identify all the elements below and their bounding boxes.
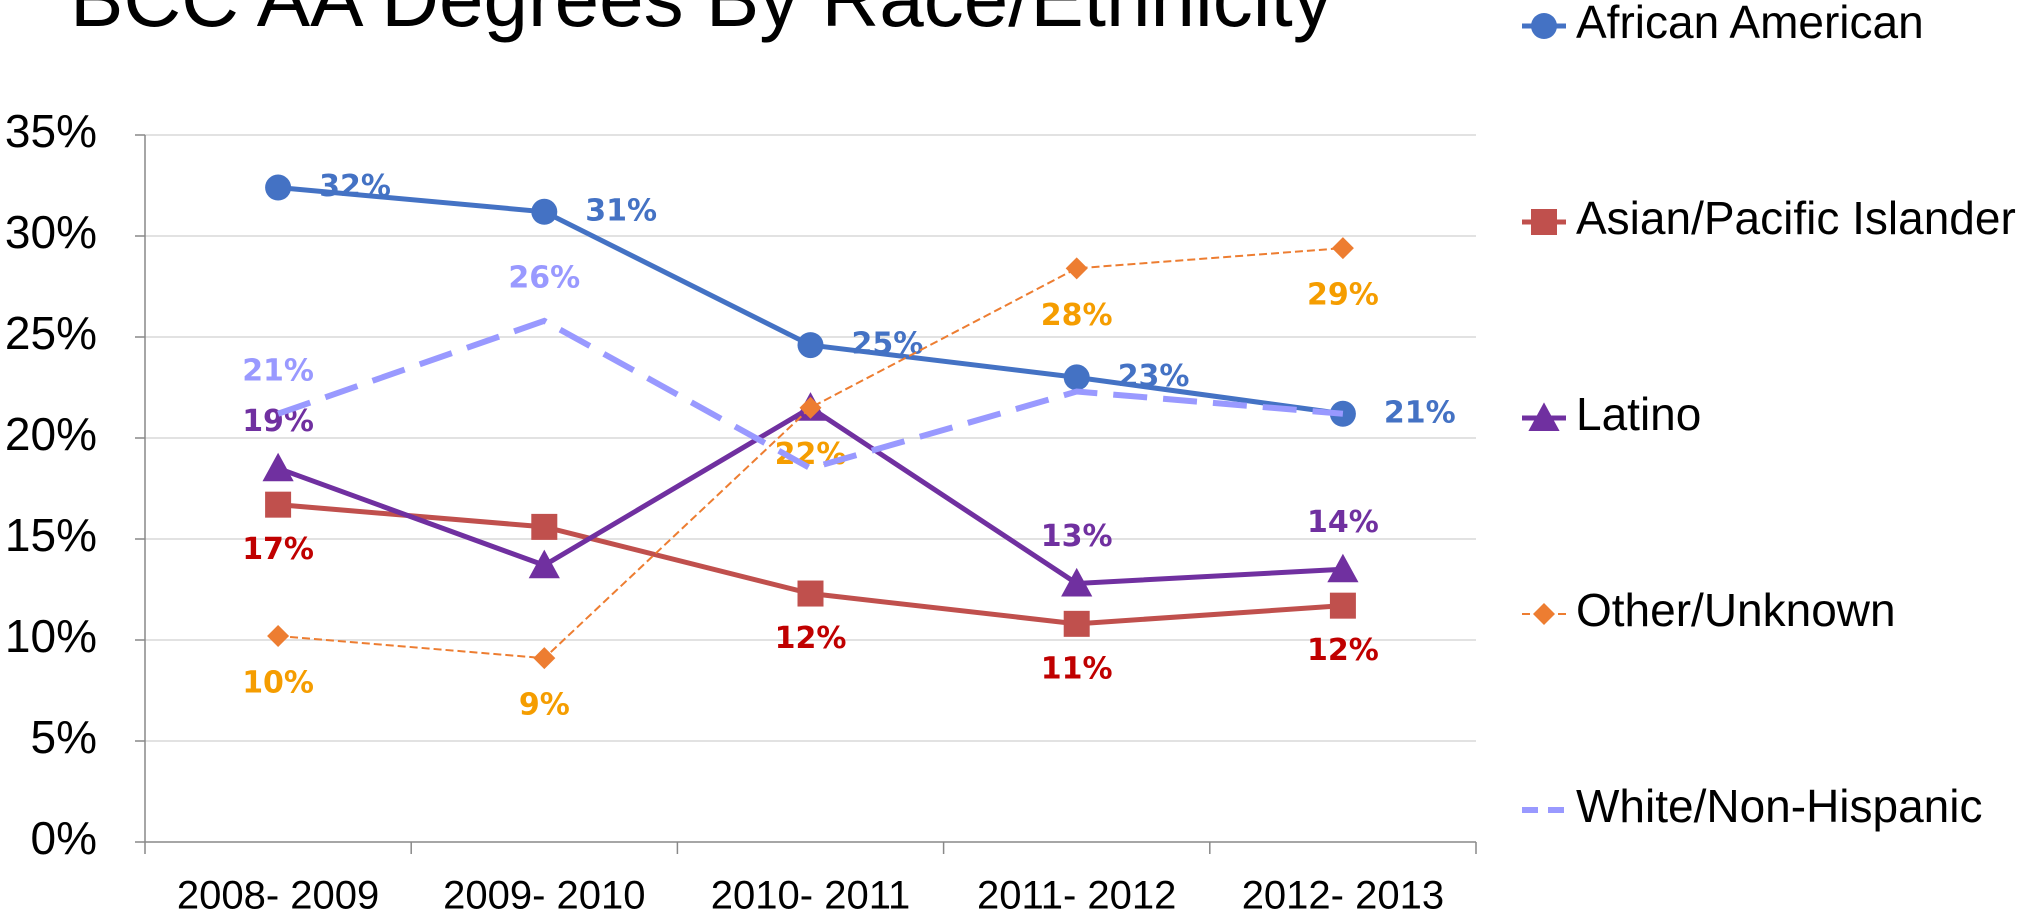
data-label: 21% bbox=[1384, 395, 1456, 430]
data-point bbox=[265, 174, 292, 201]
y-tick-label: 5% bbox=[31, 711, 97, 763]
data-label: 26% bbox=[508, 260, 580, 295]
data-point bbox=[267, 624, 290, 647]
x-tick-label: 2010- 2011 bbox=[711, 874, 910, 914]
data-label: 21% bbox=[242, 353, 314, 388]
legend-marker bbox=[1528, 402, 1560, 431]
data-point bbox=[265, 491, 292, 518]
y-tick-label: 25% bbox=[5, 307, 97, 359]
data-point bbox=[799, 396, 822, 419]
data-label: 11% bbox=[1041, 651, 1113, 686]
data-label: 17% bbox=[242, 532, 314, 567]
data-label: 31% bbox=[585, 193, 657, 228]
data-point bbox=[262, 452, 294, 482]
series-line bbox=[277, 404, 1344, 586]
data-point bbox=[533, 647, 556, 670]
legend-label: Other/Unknown bbox=[1576, 584, 1896, 636]
data-point bbox=[1063, 610, 1090, 637]
y-tick-label: 0% bbox=[31, 812, 97, 864]
data-label: 12% bbox=[775, 621, 847, 656]
series-line bbox=[277, 317, 1344, 472]
data-label: 28% bbox=[1041, 298, 1113, 333]
data-label: 29% bbox=[1307, 278, 1379, 313]
data-point bbox=[531, 513, 558, 540]
y-tick-label: 10% bbox=[5, 610, 97, 662]
legend-label: African American bbox=[1576, 0, 1924, 48]
y-tick-label: 15% bbox=[5, 509, 97, 561]
data-point bbox=[1063, 364, 1090, 391]
data-point bbox=[797, 332, 824, 359]
legend-label: Asian/Pacific Islander bbox=[1576, 192, 2016, 244]
data-point bbox=[531, 198, 558, 225]
data-label: 25% bbox=[852, 327, 924, 362]
data-point bbox=[528, 549, 560, 579]
x-tick-label: 2008- 2009 bbox=[177, 874, 379, 914]
data-label: 23% bbox=[1118, 359, 1190, 394]
legend-marker bbox=[1533, 603, 1555, 625]
x-tick-label: 2009- 2010 bbox=[443, 874, 645, 914]
legend-marker bbox=[1531, 13, 1557, 39]
data-label: 10% bbox=[242, 665, 314, 700]
series-line bbox=[278, 247, 1343, 660]
y-tick-label: 30% bbox=[5, 206, 97, 258]
data-label: 12% bbox=[1307, 633, 1379, 668]
data-point bbox=[797, 580, 824, 607]
data-label: 32% bbox=[319, 169, 391, 204]
legend-marker bbox=[1531, 209, 1557, 235]
x-tick-label: 2012- 2013 bbox=[1242, 874, 1444, 914]
y-tick-label: 20% bbox=[5, 408, 97, 460]
legend-label: White/Non-Hispanic bbox=[1576, 780, 1982, 832]
data-point bbox=[1327, 553, 1359, 583]
data-point bbox=[1331, 237, 1354, 260]
data-label: 19% bbox=[242, 404, 314, 439]
data-label: 14% bbox=[1307, 505, 1379, 540]
data-point bbox=[1061, 567, 1093, 597]
data-point bbox=[1329, 592, 1356, 619]
data-label: 13% bbox=[1041, 519, 1113, 554]
data-point bbox=[1065, 257, 1088, 280]
data-label: 9% bbox=[519, 688, 570, 723]
legend-label: Latino bbox=[1576, 388, 1701, 440]
chart-title: BCC AA Degrees By Race/Ethnicity bbox=[70, 0, 1333, 43]
y-tick-label: 35% bbox=[5, 105, 97, 157]
x-tick-label: 2011- 2012 bbox=[977, 874, 1176, 914]
